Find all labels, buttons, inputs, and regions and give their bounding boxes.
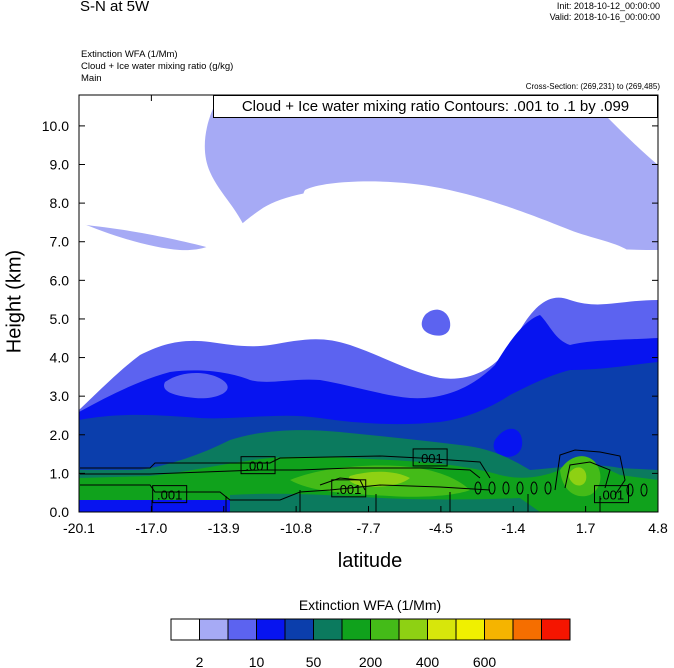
variable-line-1: Extinction WFA (1/Mm)	[81, 49, 178, 60]
legend-swatch	[512, 618, 542, 641]
contour-ring-2	[488, 481, 496, 495]
legend-colorbar	[170, 618, 571, 641]
legend-swatch	[199, 618, 229, 641]
legend-tick-label: 50	[306, 654, 322, 668]
legend-swatch	[370, 618, 400, 641]
init-time: Init: 2018-10-12_00:00:00	[556, 1, 660, 11]
y-tick-label: 2.0	[50, 427, 70, 443]
legend-swatch	[227, 618, 257, 641]
legend-swatch	[398, 618, 428, 641]
legend-swatch	[484, 618, 514, 641]
contour-line-3	[80, 467, 481, 479]
x-tick-label: 1.7	[576, 520, 596, 536]
legend-swatch	[284, 618, 314, 641]
x-tick-label: -17.0	[135, 520, 167, 536]
valid-time: Valid: 2018-10-16_00:00:00	[549, 12, 660, 22]
contour-ring-3	[502, 481, 510, 495]
contour-label-box	[412, 448, 448, 467]
y-tick-label: 8.0	[50, 195, 70, 211]
x-tick-label: -10.8	[280, 520, 312, 536]
x-tick-label: -7.7	[356, 520, 380, 536]
legend-title: Extinction WFA (1/Mm)	[298, 597, 442, 613]
contour-label: .001	[417, 451, 442, 466]
legend-tick-label: 400	[416, 654, 440, 668]
legend-swatch	[455, 618, 485, 641]
field-band-10-50-blob	[421, 309, 451, 336]
field-band-surface-blue	[79, 500, 230, 512]
x-axis: -20.1 -17.0 -13.9 -10.8 -7.7 -4.5 -1.4 1.7 4.8	[63, 95, 668, 536]
contour-label: .001	[336, 482, 361, 497]
field-band-yellow-green-1	[348, 471, 410, 487]
x-tick-label: -4.5	[429, 520, 453, 536]
contour-labels: .001 .001 .001 .001 .001	[152, 448, 629, 504]
field-band-yellow-green-2	[569, 467, 587, 486]
legend-swatch	[170, 618, 200, 641]
contour-line-5	[564, 461, 611, 489]
contour-label-box	[593, 485, 629, 504]
legend-tick-label: 200	[359, 654, 383, 668]
contour-label-box	[152, 485, 188, 504]
contour-label: .001	[245, 459, 270, 474]
legend-tick-labels: 2 10 50 200 400 600	[196, 654, 497, 668]
y-tick-label: 3.0	[50, 388, 70, 404]
legend-swatch	[541, 618, 571, 641]
contour-ring-5	[530, 481, 538, 495]
contour-label: .001	[599, 488, 624, 503]
contour-line-4	[554, 449, 626, 496]
field-band-dark-blue-gap	[493, 428, 523, 457]
x-tick-label: -1.4	[501, 520, 525, 536]
y-tick-label: 5.0	[50, 311, 70, 327]
y-axis: 0.0 1.0 2.0 3.0 4.0 5.0 6.0 7.0 8.0 9.0 10.0	[42, 118, 658, 520]
contour-label-box	[240, 456, 276, 475]
x-tick-label: -13.9	[208, 520, 240, 536]
variable-line-2: Cloud + Ice water mixing ratio (g/kg)	[81, 61, 234, 72]
chart-title: S-N at 5W	[80, 0, 150, 15]
x-tick-label: 4.8	[648, 520, 668, 536]
contour-ring-8	[640, 483, 648, 497]
y-tick-label: 1.0	[50, 465, 70, 481]
contour-label-box	[331, 479, 367, 498]
heatmap-fields	[79, 95, 658, 512]
contour-ring-7	[626, 483, 634, 497]
y-tick-label: 9.0	[50, 157, 70, 173]
field-band-surface-teal	[230, 493, 540, 512]
y-tick-label: 4.0	[50, 350, 70, 366]
field-band-50-200-hole	[164, 372, 228, 399]
contour-ring-1	[474, 481, 482, 495]
contour-ring-6	[544, 481, 552, 495]
contour-info-box: Cloud + Ice water mixing ratio Contours:…	[213, 95, 658, 118]
y-axis-label: Height (km)	[3, 249, 26, 354]
legend-tick-label: 2	[196, 654, 204, 668]
contour-line-6	[319, 477, 366, 491]
contour-ring-4	[516, 481, 524, 495]
legend-swatch	[313, 618, 343, 641]
legend-swatch	[256, 618, 286, 641]
y-tick-label: 10.0	[42, 118, 69, 134]
legend-swatch	[341, 618, 371, 641]
x-axis-label: latitude	[337, 550, 403, 572]
contour-label: .001	[157, 488, 182, 503]
x-tick-label: -20.1	[63, 520, 95, 536]
legend-swatch	[427, 618, 457, 641]
legend-tick-label: 600	[473, 654, 497, 668]
field-band-white-lens	[303, 181, 630, 290]
contour-line-1	[80, 455, 491, 479]
y-tick-label: 6.0	[50, 272, 70, 288]
contour-lines	[80, 449, 648, 512]
contour-line-2	[80, 484, 491, 501]
y-tick-label: 7.0	[50, 234, 70, 250]
variable-line-3: Main	[81, 73, 102, 84]
field-band-white-top	[79, 95, 250, 253]
y-tick-label: 0.0	[50, 504, 70, 520]
legend-tick-label: 10	[249, 654, 265, 668]
cross-section-label: Cross-Section: (269,231) to (269,485)	[525, 82, 660, 91]
